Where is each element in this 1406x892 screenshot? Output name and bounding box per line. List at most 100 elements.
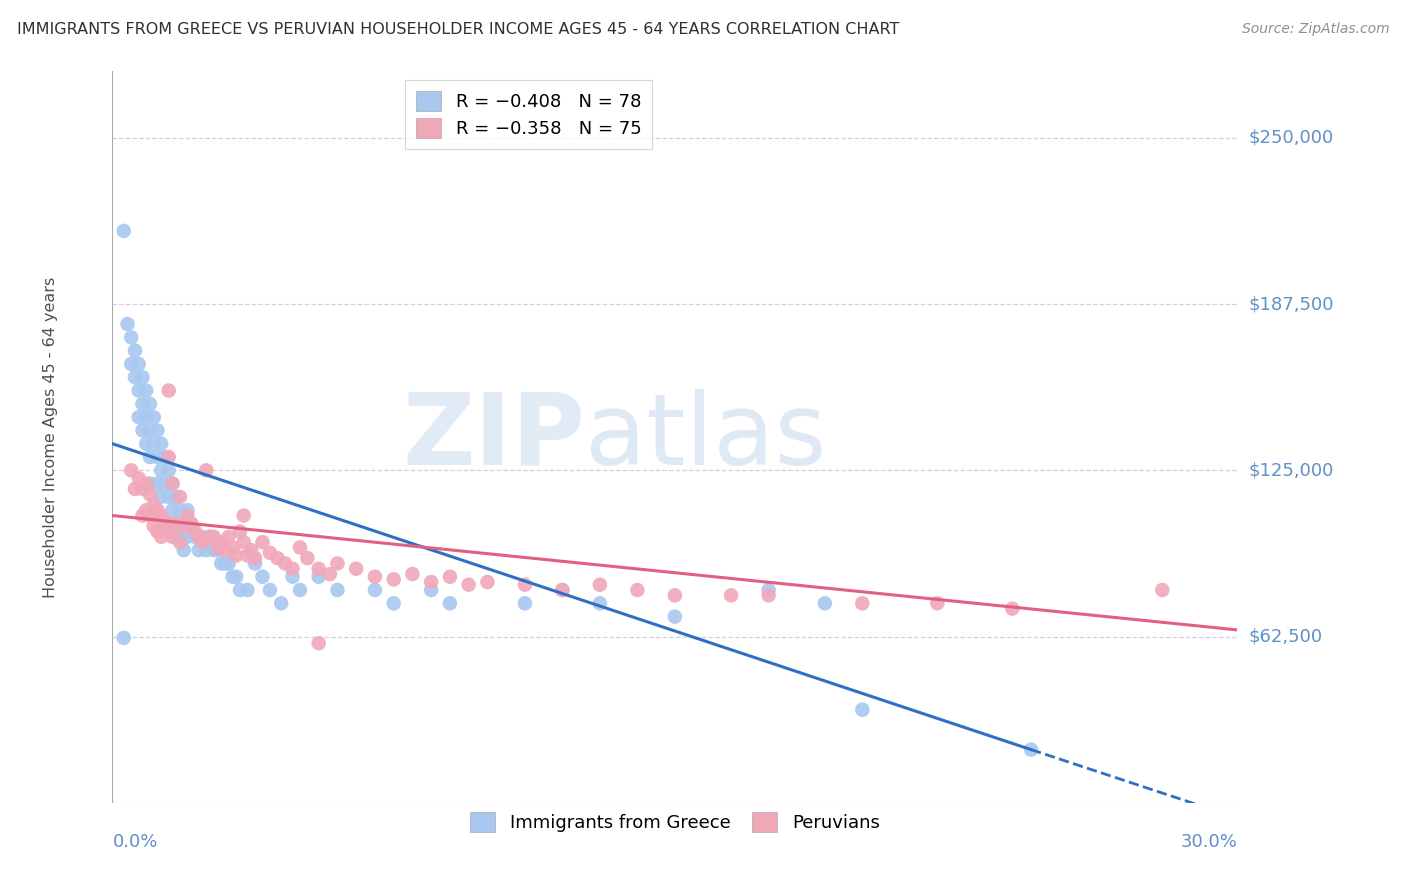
Text: $250,000: $250,000 <box>1249 128 1334 147</box>
Point <box>851 596 873 610</box>
Point <box>664 588 686 602</box>
Point <box>128 410 150 425</box>
Point <box>162 476 184 491</box>
Point <box>207 543 229 558</box>
Point <box>288 582 311 597</box>
Point <box>135 476 157 491</box>
Point <box>364 582 387 597</box>
Point <box>259 582 281 597</box>
Point <box>150 436 173 450</box>
Point <box>225 549 247 563</box>
Point <box>252 535 274 549</box>
Point <box>139 397 162 411</box>
Point <box>131 482 153 496</box>
Point <box>176 508 198 523</box>
Point <box>927 596 949 610</box>
Text: Householder Income Ages 45 - 64 years: Householder Income Ages 45 - 64 years <box>44 277 58 598</box>
Point <box>180 516 202 531</box>
Point <box>198 530 221 544</box>
Point <box>308 562 330 576</box>
Point <box>150 508 173 523</box>
Point <box>513 596 536 610</box>
Point <box>176 530 198 544</box>
Point <box>243 557 266 571</box>
Text: 30.0%: 30.0% <box>1181 833 1237 851</box>
Point <box>165 516 187 531</box>
Text: $125,000: $125,000 <box>1249 461 1334 479</box>
Point <box>157 516 180 531</box>
Point <box>120 357 142 371</box>
Text: $187,500: $187,500 <box>1249 295 1334 313</box>
Point <box>221 541 243 555</box>
Point <box>191 535 214 549</box>
Point <box>236 582 259 597</box>
Point <box>236 549 259 563</box>
Point <box>173 516 195 531</box>
Point <box>157 524 180 539</box>
Point <box>439 596 461 610</box>
Point <box>176 503 198 517</box>
Point <box>128 471 150 485</box>
Point <box>551 582 574 597</box>
Point <box>157 463 180 477</box>
Point <box>229 582 252 597</box>
Point <box>142 410 165 425</box>
Point <box>124 370 146 384</box>
Point <box>187 543 209 558</box>
Point <box>664 609 686 624</box>
Point <box>202 530 225 544</box>
Point <box>214 557 236 571</box>
Text: ZIP: ZIP <box>402 389 585 485</box>
Point <box>1152 582 1174 597</box>
Point <box>131 370 153 384</box>
Point <box>142 519 165 533</box>
Point <box>288 541 311 555</box>
Point <box>173 543 195 558</box>
Point <box>150 463 173 477</box>
Point <box>131 424 153 438</box>
Point <box>169 490 191 504</box>
Point <box>165 490 187 504</box>
Point <box>758 582 780 597</box>
Point <box>157 384 180 398</box>
Point <box>326 582 349 597</box>
Point <box>146 450 169 464</box>
Point <box>135 436 157 450</box>
Point <box>150 490 173 504</box>
Point <box>420 582 443 597</box>
Point <box>180 516 202 531</box>
Point <box>162 503 184 517</box>
Point <box>120 463 142 477</box>
Point <box>439 570 461 584</box>
Point <box>209 557 232 571</box>
Point <box>270 596 292 610</box>
Point <box>308 636 330 650</box>
Point <box>225 570 247 584</box>
Point <box>319 567 342 582</box>
Text: $62,500: $62,500 <box>1249 628 1323 646</box>
Point <box>139 487 162 501</box>
Point <box>308 570 330 584</box>
Point <box>139 450 162 464</box>
Point <box>401 567 423 582</box>
Point <box>139 508 162 523</box>
Point <box>184 524 207 539</box>
Point <box>162 530 184 544</box>
Point <box>139 424 162 438</box>
Point <box>191 530 214 544</box>
Point <box>169 503 191 517</box>
Point <box>214 543 236 558</box>
Point <box>232 535 254 549</box>
Point <box>157 490 180 504</box>
Point <box>142 436 165 450</box>
Point <box>209 535 232 549</box>
Point <box>457 577 479 591</box>
Point <box>135 410 157 425</box>
Point <box>131 397 153 411</box>
Point <box>382 596 405 610</box>
Point <box>187 530 209 544</box>
Point <box>218 557 240 571</box>
Point <box>169 530 191 544</box>
Point <box>195 463 218 477</box>
Point <box>221 570 243 584</box>
